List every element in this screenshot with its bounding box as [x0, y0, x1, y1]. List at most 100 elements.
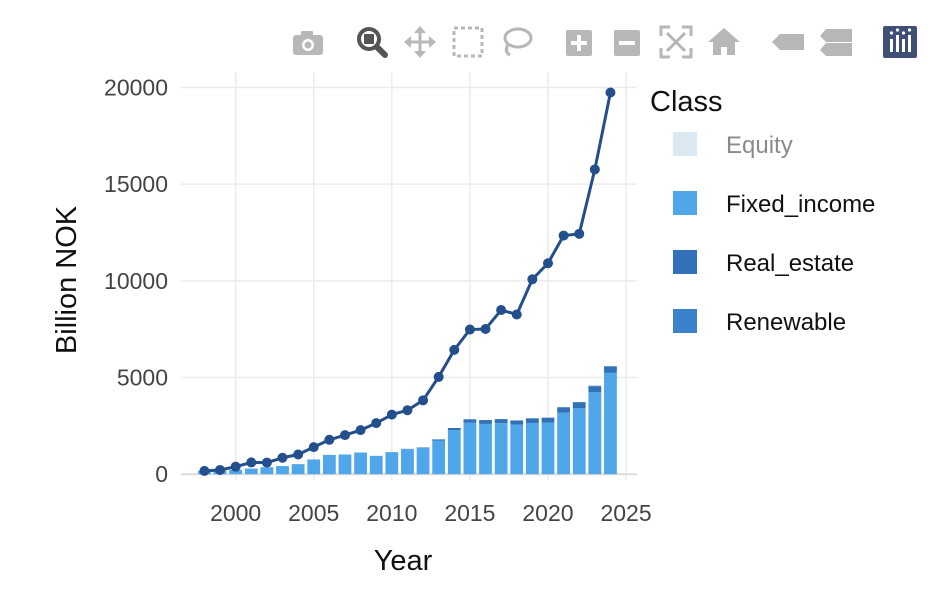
- total-point[interactable]: [480, 323, 491, 334]
- bar-fixed-income[interactable]: [416, 448, 430, 475]
- total-point[interactable]: [433, 371, 444, 382]
- y-axis-ticks: 0 5000 10000 15000 20000: [104, 74, 168, 487]
- total-point[interactable]: [605, 87, 616, 98]
- bar-fixed-income[interactable]: [588, 392, 602, 475]
- total-point[interactable]: [402, 405, 413, 416]
- total-point[interactable]: [449, 344, 460, 355]
- grid-lines: [181, 72, 637, 480]
- bar-fixed-income[interactable]: [494, 423, 508, 475]
- bar-real-estate[interactable]: [447, 427, 461, 431]
- y-tick-label: 5000: [117, 365, 168, 391]
- bar-fixed-income[interactable]: [479, 423, 492, 475]
- pan-icon[interactable]: [400, 22, 440, 62]
- spike-lines-icon[interactable]: [768, 22, 808, 62]
- total-point[interactable]: [464, 324, 475, 335]
- bar-fixed-income[interactable]: [463, 422, 477, 475]
- bar-fixed-income[interactable]: [432, 440, 446, 475]
- total-point[interactable]: [293, 449, 304, 460]
- bar-real-estate[interactable]: [557, 407, 571, 413]
- total-point[interactable]: [355, 425, 366, 436]
- legend-item-equity[interactable]: Equity: [673, 132, 793, 159]
- bar-real-estate[interactable]: [479, 420, 492, 424]
- total-point[interactable]: [339, 430, 350, 441]
- total-point[interactable]: [261, 457, 272, 468]
- bar-real-estate[interactable]: [510, 420, 524, 425]
- bar-fixed-income[interactable]: [322, 454, 336, 475]
- total-point[interactable]: [215, 464, 226, 475]
- total-line-series[interactable]: [199, 87, 616, 476]
- x-tick-label: 2020: [522, 500, 573, 526]
- bar-real-estate[interactable]: [572, 402, 586, 409]
- bar-fixed-income[interactable]: [291, 464, 305, 475]
- total-point[interactable]: [230, 461, 241, 472]
- box-select-icon[interactable]: [448, 22, 488, 62]
- autoscale-icon[interactable]: [656, 22, 696, 62]
- camera-icon[interactable]: [288, 22, 328, 62]
- total-point[interactable]: [418, 395, 429, 406]
- legend-title: Class: [650, 86, 723, 118]
- zoom-icon[interactable]: [352, 22, 392, 62]
- bar-fixed-income[interactable]: [260, 467, 274, 475]
- lasso-select-icon[interactable]: [496, 22, 536, 62]
- total-point[interactable]: [324, 434, 335, 445]
- total-point[interactable]: [199, 465, 210, 476]
- zoom-out-icon[interactable]: [608, 22, 648, 62]
- total-point[interactable]: [371, 418, 382, 429]
- total-point[interactable]: [527, 274, 538, 285]
- bar-fixed-income[interactable]: [385, 452, 399, 475]
- y-axis-title: Billion NOK: [51, 205, 83, 354]
- bar-real-estate[interactable]: [604, 366, 617, 373]
- bar-fixed-income[interactable]: [525, 422, 539, 475]
- bar-fixed-income[interactable]: [572, 408, 586, 475]
- total-point[interactable]: [558, 230, 569, 241]
- bar-real-estate[interactable]: [416, 447, 430, 449]
- legend-item-real-estate[interactable]: Real_estate: [673, 250, 854, 277]
- bar-renewable[interactable]: [604, 366, 617, 367]
- bar-real-estate[interactable]: [494, 419, 508, 424]
- bar-fixed-income[interactable]: [338, 454, 352, 475]
- bar-fixed-income[interactable]: [229, 469, 243, 475]
- total-point[interactable]: [542, 258, 553, 269]
- bar-fixed-income[interactable]: [354, 452, 367, 475]
- bar-real-estate[interactable]: [525, 418, 539, 423]
- bar-real-estate[interactable]: [432, 439, 446, 441]
- plotly-logo-icon[interactable]: [880, 22, 920, 62]
- legend-swatch: [673, 132, 697, 156]
- x-tick-label: 2015: [444, 500, 495, 526]
- total-point[interactable]: [574, 228, 585, 239]
- bar-real-estate[interactable]: [463, 419, 477, 423]
- x-tick-label: 2005: [288, 500, 339, 526]
- compare-hover-icon[interactable]: [816, 22, 856, 62]
- total-point[interactable]: [496, 305, 507, 316]
- total-point[interactable]: [511, 309, 522, 320]
- bar-fixed-income[interactable]: [244, 468, 258, 475]
- bar-fixed-income[interactable]: [557, 412, 571, 475]
- x-tick-label: 2010: [366, 500, 417, 526]
- legend-item-renewable[interactable]: Renewable: [673, 309, 846, 336]
- reset-axes-icon[interactable]: [704, 22, 744, 62]
- bar-fixed-income[interactable]: [369, 455, 383, 475]
- total-point[interactable]: [386, 409, 397, 420]
- x-tick-label: 2025: [600, 500, 651, 526]
- legend-swatch: [673, 309, 697, 333]
- legend-label: Equity: [726, 132, 793, 159]
- bar-fixed-income[interactable]: [604, 372, 617, 475]
- legend[interactable]: Equity Fixed_income Real_estate Renewable: [673, 132, 875, 336]
- total-point[interactable]: [589, 164, 600, 175]
- total-point[interactable]: [246, 457, 257, 468]
- bar-fixed-income[interactable]: [307, 459, 321, 475]
- bar-fixed-income[interactable]: [541, 422, 555, 475]
- bar-real-estate[interactable]: [588, 386, 602, 393]
- bar-series[interactable]: [198, 366, 617, 475]
- bar-fixed-income[interactable]: [510, 424, 524, 475]
- zoom-in-icon[interactable]: [560, 22, 600, 62]
- total-point[interactable]: [308, 442, 319, 453]
- bar-fixed-income[interactable]: [447, 430, 461, 475]
- bar-fixed-income[interactable]: [401, 449, 414, 475]
- total-point[interactable]: [277, 452, 288, 463]
- bar-fixed-income[interactable]: [276, 466, 289, 475]
- legend-item-fixed-income[interactable]: Fixed_income: [673, 191, 875, 218]
- x-tick-label: 2000: [210, 500, 261, 526]
- bar-real-estate[interactable]: [541, 417, 555, 423]
